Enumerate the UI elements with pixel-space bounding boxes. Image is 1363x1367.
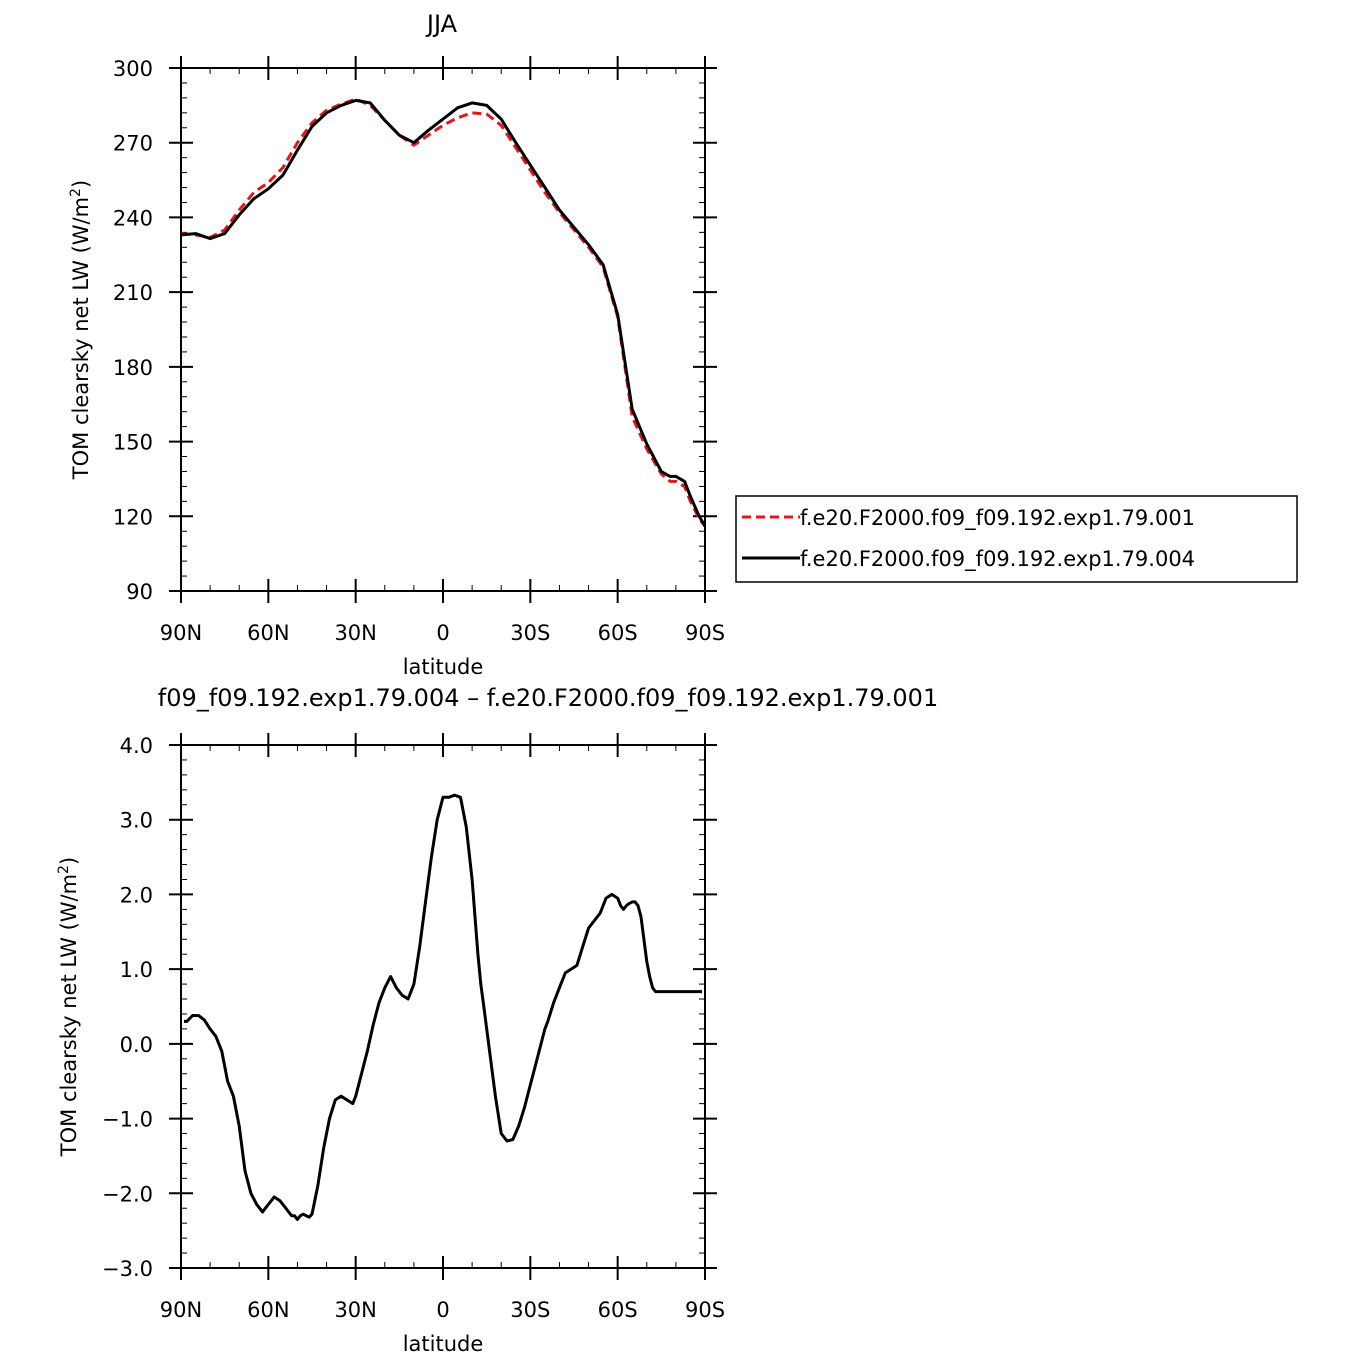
x-tick-label: 60S (598, 621, 638, 645)
x-tick-label: 0 (436, 1298, 449, 1322)
chart-2: f09_f09.192.exp1.79.004 – f.e20.F2000.f0… (56, 684, 938, 1356)
chart-title: JJA (425, 10, 458, 38)
y-axis-label-sup: 2 (56, 865, 72, 874)
x-tick-label: 30S (510, 621, 550, 645)
chart-title: f09_f09.192.exp1.79.004 – f.e20.F2000.f0… (158, 684, 938, 712)
y-tick-label: −2.0 (102, 1182, 153, 1206)
y-tick-label: 210 (113, 281, 153, 305)
series-line-1 (183, 793, 703, 1221)
series-line-1 (180, 97, 707, 528)
y-tick-label: 180 (113, 356, 153, 380)
y-tick-label: −1.0 (102, 1108, 153, 1132)
y-tick-label: 0.0 (120, 1033, 153, 1057)
y-tick-label: 2.0 (120, 883, 153, 907)
y-tick-label: 270 (113, 132, 153, 156)
x-tick-label: 30S (510, 1298, 550, 1322)
y-axis-label: TOM clearsky net LW (W/m2) (68, 180, 93, 480)
y-tick-label: 300 (113, 57, 153, 81)
x-tick-label: 60N (247, 621, 289, 645)
y-tick-label: 3.0 (120, 809, 153, 833)
x-tick-label: 30N (334, 621, 376, 645)
x-tick-label: 30N (334, 1298, 376, 1322)
y-axis-label-tail: ) (57, 857, 81, 865)
legend-label-2: f.e20.F2000.f09_f09.192.exp1.79.004 (800, 547, 1195, 572)
x-axis-label: latitude (403, 655, 484, 679)
legend-box (735, 495, 1298, 583)
x-axis-label: latitude (403, 1332, 484, 1356)
y-axis-label-tail: ) (69, 180, 93, 188)
plot-frame (180, 744, 706, 1269)
x-tick-label: 60N (247, 1298, 289, 1322)
x-tick-label: 90N (160, 1298, 202, 1322)
y-tick-label: 90 (126, 580, 153, 604)
legend: f.e20.F2000.f09_f09.192.exp1.79.001 f.e20… (735, 495, 1298, 583)
x-tick-label: 60S (598, 1298, 638, 1322)
legend-label-1: f.e20.F2000.f09_f09.192.exp1.79.001 (800, 506, 1195, 531)
series-line-2 (180, 98, 707, 527)
y-axis-label-sup: 2 (68, 188, 84, 197)
x-tick-label: 90N (160, 621, 202, 645)
y-tick-label: −3.0 (102, 1257, 153, 1281)
x-tick-label: 90S (685, 1298, 725, 1322)
y-tick-label: 4.0 (120, 734, 153, 758)
y-tick-label: 120 (113, 505, 153, 529)
plot-frame (180, 67, 706, 592)
x-tick-label: 0 (436, 621, 449, 645)
y-axis-label-main: TOM clearsky net LW (W/m (69, 197, 93, 480)
y-axis-label-main: TOM clearsky net LW (W/m (57, 874, 81, 1157)
y-axis-label: TOM clearsky net LW (W/m2) (56, 857, 81, 1157)
x-tick-label: 90S (685, 621, 725, 645)
y-tick-label: 1.0 (120, 958, 153, 982)
y-tick-label: 240 (113, 206, 153, 230)
y-tick-label: 150 (113, 431, 153, 455)
chart-1: JJA 90 120 150 180 210 240 270 300 90N 60N 30N 0 30S 6… (68, 10, 1298, 679)
